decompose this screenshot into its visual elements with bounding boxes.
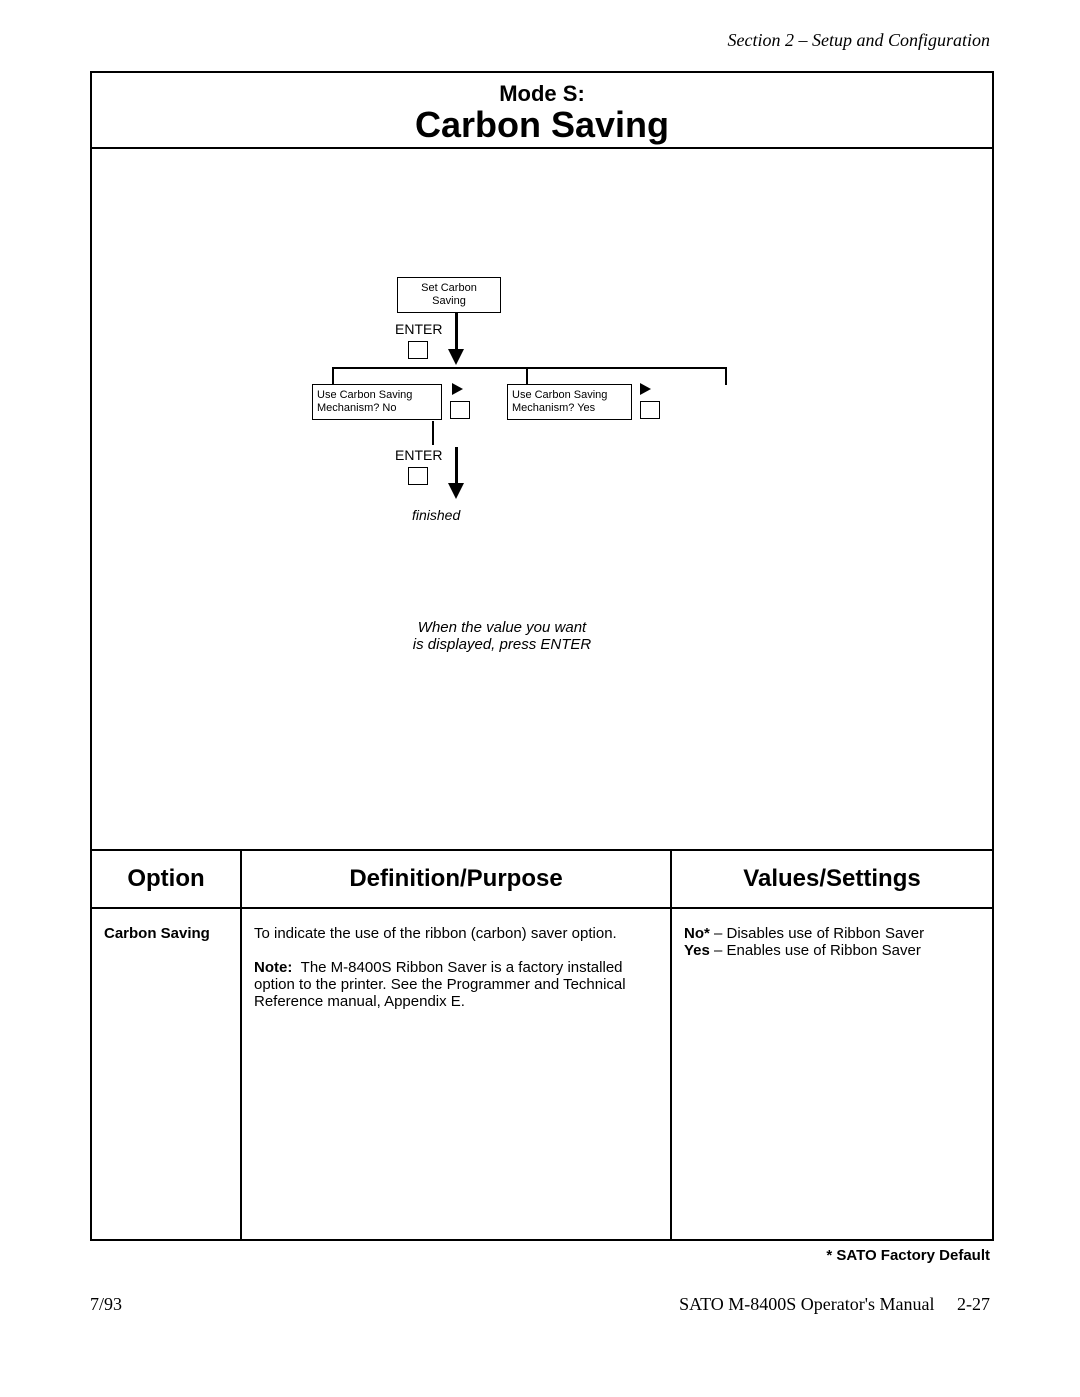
footer-page-number: 2-27 bbox=[957, 1294, 990, 1314]
enter-label-1: ENTER bbox=[395, 321, 442, 337]
footer-manual: SATO M-8400S Operator's Manual bbox=[679, 1294, 934, 1314]
table-row: Carbon Saving To indicate the use of the… bbox=[92, 909, 992, 1239]
def-note-text: The M-8400S Ribbon Saver is a factory in… bbox=[254, 959, 626, 1010]
flow-box2-line2: Mechanism? No bbox=[317, 402, 396, 414]
flow-line bbox=[332, 367, 334, 385]
enter-label-2: ENTER bbox=[395, 447, 442, 463]
val-yes-label: Yes bbox=[684, 942, 710, 959]
flow-box3-line2: Mechanism? Yes bbox=[512, 402, 595, 414]
section-header: Section 2 – Setup and Configuration bbox=[90, 30, 990, 51]
arrow-right-icon bbox=[452, 383, 463, 395]
finished-label: finished bbox=[412, 507, 460, 523]
flow-line bbox=[455, 447, 458, 487]
flow-box1-line1: Set Carbon bbox=[421, 282, 477, 294]
flow-box1-line2: Saving bbox=[432, 295, 466, 307]
enter-button-icon-2 bbox=[408, 467, 428, 485]
instruction-line2: is displayed, press ENTER bbox=[413, 636, 591, 653]
footer-date: 7/93 bbox=[90, 1294, 122, 1315]
flow-box2-line1: Use Carbon Saving bbox=[317, 389, 412, 401]
val-no-text: – Disables use of Ribbon Saver bbox=[710, 925, 924, 942]
main-panel: Mode S: Carbon Saving Set Carbon Saving … bbox=[90, 71, 994, 1241]
th-values: Values/Settings bbox=[672, 851, 992, 907]
th-option: Option bbox=[92, 851, 242, 907]
td-option: Carbon Saving bbox=[92, 909, 242, 1239]
td-values: No* – Disables use of Ribbon Saver Yes –… bbox=[672, 909, 992, 1239]
arrow-down-icon bbox=[448, 483, 464, 499]
enter-button-icon-1 bbox=[408, 341, 428, 359]
page-footer: 7/93 SATO M-8400S Operator's Manual 2-27 bbox=[90, 1294, 990, 1315]
flow-box-no: Use Carbon Saving Mechanism? No bbox=[312, 384, 442, 420]
flow-box-yes: Use Carbon Saving Mechanism? Yes bbox=[507, 384, 632, 420]
val-no-label: No* bbox=[684, 925, 710, 942]
def-note-label: Note: bbox=[254, 959, 292, 976]
val-yes-text: – Enables use of Ribbon Saver bbox=[710, 942, 921, 959]
arrow-down-icon bbox=[448, 349, 464, 365]
instruction-line1: When the value you want bbox=[418, 619, 586, 636]
button-square-icon bbox=[640, 401, 660, 419]
instruction-text: When the value you want is displayed, pr… bbox=[352, 619, 652, 653]
main-title: Carbon Saving bbox=[92, 107, 992, 143]
flow-diagram: Set Carbon Saving ENTER Use Carbon Savin… bbox=[92, 149, 992, 851]
footnote: * SATO Factory Default bbox=[90, 1247, 990, 1264]
flow-line bbox=[332, 367, 727, 369]
td-definition: To indicate the use of the ribbon (carbo… bbox=[242, 909, 672, 1239]
flow-line bbox=[432, 421, 434, 445]
title-cell: Mode S: Carbon Saving bbox=[92, 73, 992, 149]
flow-line bbox=[526, 367, 528, 385]
flow-box-set-carbon: Set Carbon Saving bbox=[397, 277, 501, 313]
arrow-right-icon bbox=[640, 383, 651, 395]
flow-line bbox=[455, 313, 458, 353]
table-header-row: Option Definition/Purpose Values/Setting… bbox=[92, 851, 992, 909]
flow-line bbox=[725, 367, 727, 385]
th-definition: Definition/Purpose bbox=[242, 851, 672, 907]
def-p1: To indicate the use of the ribbon (carbo… bbox=[254, 925, 617, 942]
flow-box3-line1: Use Carbon Saving bbox=[512, 389, 607, 401]
button-square-icon bbox=[450, 401, 470, 419]
